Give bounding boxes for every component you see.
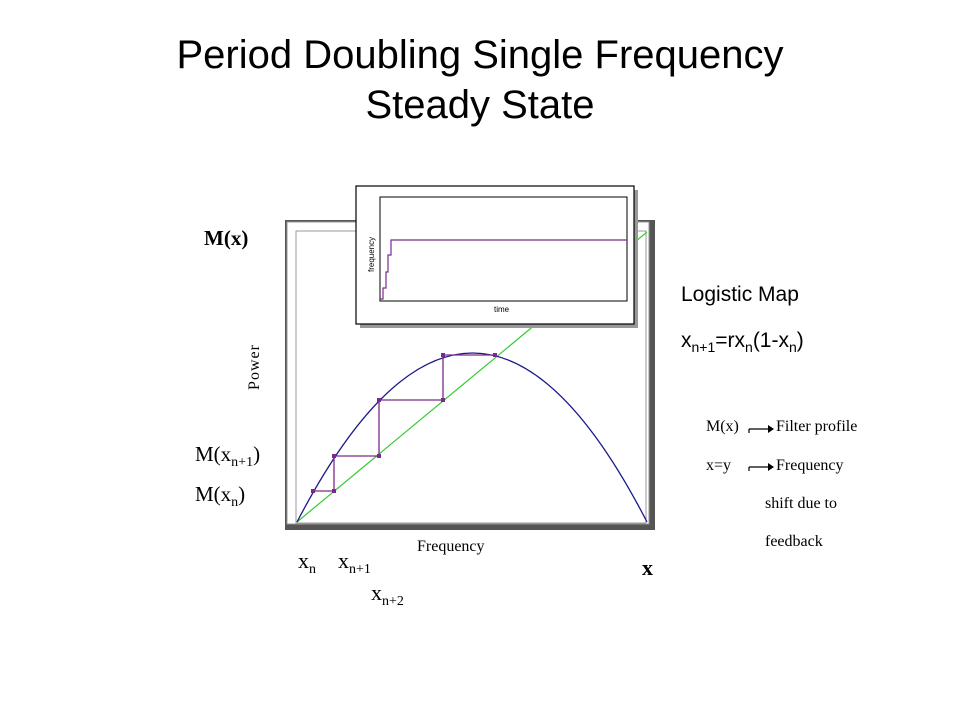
cobweb-point <box>441 353 445 357</box>
title-line-1: Period Doubling Single Frequency <box>176 33 784 77</box>
eq-c-sub: n <box>788 339 797 355</box>
title-line-2: Steady State <box>365 83 595 127</box>
note-row2-left: x=y <box>706 457 732 474</box>
xn-sub: n <box>309 562 316 577</box>
xn1-main: x <box>338 548 349 573</box>
logistic-curve <box>296 352 648 523</box>
cobweb-point <box>311 489 315 493</box>
m-xn1-close: ) <box>253 442 261 466</box>
xn2-main: x <box>371 580 382 605</box>
m-xn1-main: M(x <box>195 442 232 466</box>
note-row3: shift due to <box>765 495 837 512</box>
note-row4: feedback <box>765 533 823 550</box>
eq-b-sub: n <box>745 339 753 355</box>
m-xn1-label: M(xn+1) <box>195 442 260 471</box>
y-axis-label: M(x) <box>204 226 249 250</box>
note-row1-right: Filter profile <box>776 418 858 435</box>
logistic-map-heading: Logistic Map <box>681 283 799 306</box>
x-axis-label: x <box>642 555 653 580</box>
cobweb-path <box>313 354 495 492</box>
power-axis-label: Power <box>245 344 263 390</box>
inset-plot-area <box>379 196 628 302</box>
inset-y-label: frequency <box>367 237 376 272</box>
inset-frame <box>355 185 635 325</box>
cobweb-point <box>377 398 381 402</box>
xn2-label: xn+2 <box>371 580 404 610</box>
eq-d: ) <box>796 329 804 352</box>
slide-title: Period Doubling Single Frequency Steady … <box>0 30 960 130</box>
inset-x-label: time <box>494 305 510 314</box>
cobweb-point <box>493 353 497 357</box>
logistic-equation: xn+1=rxn(1-xn) <box>681 329 804 355</box>
cobweb-point <box>332 489 336 493</box>
m-xn-close: ) <box>238 482 246 506</box>
m-xn1-sub: n+1 <box>231 455 254 470</box>
xn-main: x <box>298 548 309 573</box>
cobweb-point <box>441 398 445 402</box>
inset-frequency-line <box>380 239 627 300</box>
xn1-sub: n+1 <box>349 562 371 577</box>
note-row2-right: Frequency <box>776 457 844 474</box>
cobweb-point <box>377 454 381 458</box>
m-xn-label: M(xn) <box>195 482 245 511</box>
eq-c: (1-x <box>752 329 789 352</box>
m-xn-main: M(x <box>195 482 232 506</box>
cobweb-points <box>311 353 497 493</box>
cobweb-point <box>332 454 336 458</box>
note-row1-left: M(x) <box>706 418 739 435</box>
m-xn-sub: n <box>231 495 239 510</box>
xn1-label: xn+1 <box>338 548 371 578</box>
eq-a: x <box>681 329 692 352</box>
eq-a-sub: n+1 <box>691 339 716 355</box>
frequency-axis-label: Frequency <box>417 538 485 555</box>
arrow-icon <box>748 463 774 471</box>
xn-label: xn <box>298 548 316 578</box>
arrow-icon <box>748 425 774 433</box>
eq-b: =rx <box>715 329 746 352</box>
xn2-sub: n+2 <box>382 594 404 609</box>
